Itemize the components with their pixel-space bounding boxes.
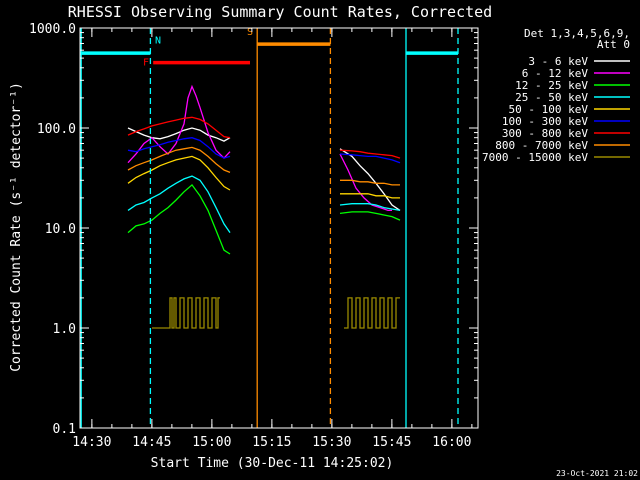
legend-header-0: Det 1,3,4,5,6,9,: [524, 27, 630, 40]
y-tick-label-2: 10.0: [45, 222, 76, 237]
series-line-5-0: [127, 137, 231, 159]
x-tick-label-2: 15:00: [192, 435, 231, 450]
legend-label-5: 100 - 300 keV: [502, 115, 588, 128]
series-line-3-0: [127, 175, 231, 233]
footer-date: 23-Oct-2021 21:02: [556, 469, 638, 478]
series-line-4-1: [340, 193, 400, 199]
series-line-4-0: [127, 155, 231, 191]
legend-header-1: Att 0: [597, 38, 630, 51]
series-line-1-0: [127, 84, 231, 164]
y-tick-label-3: 100.0: [37, 122, 76, 137]
series-line-5-1: [339, 153, 401, 164]
series-line-2-1: [339, 211, 401, 221]
legend-label-7: 800 - 7000 keV: [495, 139, 588, 152]
plot-content: [127, 84, 401, 329]
y-tick-label-4: 1000.0: [29, 22, 76, 37]
y-tick-label-0: 0.1: [53, 422, 76, 437]
series-line-6-1: [339, 149, 401, 159]
series-line-2-0: [127, 183, 231, 255]
series-line-8-1: [344, 297, 400, 329]
series-line-7-1: [340, 179, 400, 186]
legend-label-4: 50 - 100 keV: [509, 103, 589, 116]
x-tick-label-3: 15:15: [252, 435, 291, 450]
x-tick-label-4: 15:30: [312, 435, 351, 450]
series-line-0-1: [339, 148, 401, 211]
marker-label-1: F: [143, 58, 149, 69]
series-line-7-0: [127, 146, 231, 174]
legend-label-1: 6 - 12 keV: [522, 67, 589, 80]
legend-label-8: 7000 - 15000 keV: [482, 151, 588, 164]
x-tick-label-6: 16:00: [432, 435, 471, 450]
legend-label-2: 12 - 25 keV: [515, 79, 588, 92]
y-tick-label-1: 1.0: [53, 322, 76, 337]
legend-label-6: 300 - 800 keV: [502, 127, 588, 140]
series-line-6-0: [127, 116, 231, 139]
x-tick-label-5: 15:45: [372, 435, 411, 450]
series-line-8-0: [152, 297, 220, 329]
plot-axes: 14:30 14:45 15:00 15:15 15:30 15:45 16:00 0.1 1.…: [29, 22, 479, 450]
series-line-1-1: [339, 153, 392, 212]
x-tick-label-0: 14:30: [72, 435, 111, 450]
x-tick-label-1: 14:45: [132, 435, 171, 450]
marker-label-0: N: [155, 35, 161, 46]
x-axis-label: Start Time (30-Dec-11 14:25:02): [151, 456, 394, 471]
chart-title: RHESSI Observing Summary Count Rates, Co…: [68, 3, 492, 21]
series-line-3-1: [339, 203, 401, 212]
legend-label-0: 3 - 6 keV: [528, 55, 588, 68]
series-line-0-0: [127, 127, 231, 142]
marker-label-2: S: [247, 27, 253, 38]
legend-label-3: 25 - 50 keV: [515, 91, 588, 104]
y-axis-label: Corrected Count Rate (s⁻¹ detector⁻¹): [9, 82, 24, 372]
